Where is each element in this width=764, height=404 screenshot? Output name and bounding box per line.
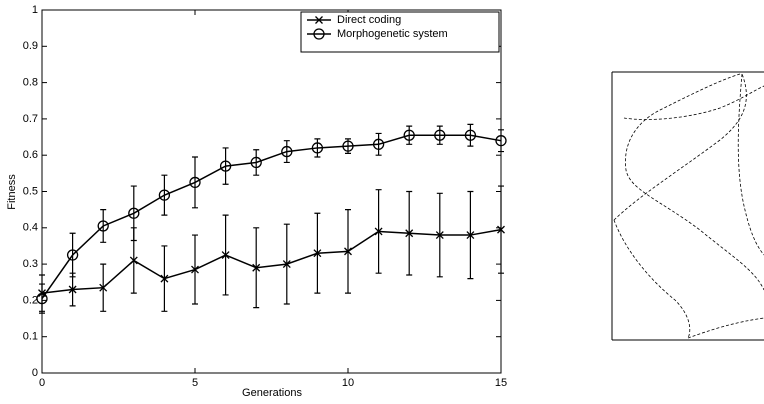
error-bar [253,149,260,176]
marker [495,135,507,147]
marker [315,16,323,24]
error-bar [436,125,443,145]
x-tick-label: 5 [192,377,198,389]
marker [313,249,322,258]
x-tick-label: 0 [39,377,45,389]
legend: Direct coding Morphogenetic system [300,11,500,53]
y-tick-label: 0.8 [23,77,38,89]
curve [623,85,764,120]
error-bar [100,209,107,243]
y-tick-label: 0.1 [23,331,38,343]
marker [497,225,505,234]
curve [687,317,764,339]
marker [66,249,79,261]
marker [282,260,291,269]
marker [160,274,169,283]
series-line [41,228,502,294]
y-tick-label: 0.4 [23,222,38,234]
error-bar [314,138,321,158]
error-bar [467,123,474,147]
marker [36,292,48,305]
error-bar [283,140,290,164]
marker [311,142,324,154]
error-bar [161,174,168,216]
error-bar [192,156,198,209]
side-panel [611,71,764,341]
legend-box [300,11,500,53]
x-axis-label: Generations [242,387,302,399]
y-tick-label: 0.9 [23,40,38,52]
marker [191,265,199,274]
marker [128,207,140,219]
marker [405,229,414,238]
marker [281,145,293,158]
marker [129,256,138,265]
legend-label: Direct coding [337,14,401,26]
curve [625,73,764,291]
y-tick-label: 0.3 [23,258,38,270]
y-tick-label: 0.6 [23,149,38,161]
series [38,185,505,312]
x-tick-label: 10 [342,377,354,389]
marker [158,189,171,201]
x-tick-label: 15 [495,377,507,389]
marker [221,251,230,259]
marker [464,129,477,141]
marker [435,231,444,240]
marker [219,160,232,172]
error-bar [69,232,76,278]
error-bar [498,129,504,153]
marker [434,129,446,141]
y-tick-label: 1 [32,4,38,16]
marker [342,140,354,152]
y-axis-label: Fitness [6,174,18,210]
legend-label: Morphogenetic system [337,28,448,40]
error-bar [222,147,229,185]
marker [403,129,415,141]
plot-area [41,9,502,374]
marker [250,156,262,169]
marker [97,220,109,232]
marker [189,176,201,189]
marker [466,231,475,240]
error-bar [39,283,45,314]
marker [313,28,325,40]
curve [613,219,691,339]
marker [99,283,108,292]
error-bar [375,132,382,156]
curve [613,73,747,221]
y-tick-label: 0.7 [23,113,38,125]
y-tick-label: 0.2 [23,294,38,306]
marker [68,285,77,294]
marker [374,227,383,236]
marker [344,247,352,256]
series [36,123,507,314]
y-tick-label: 0.5 [23,185,38,197]
curve [737,73,764,256]
dashed-curves [613,73,764,339]
series-line [41,134,502,300]
error-bar [130,185,137,242]
y-tick-label: 0 [32,367,38,379]
marker [372,138,385,150]
marker [252,263,261,272]
error-bar [406,125,413,145]
